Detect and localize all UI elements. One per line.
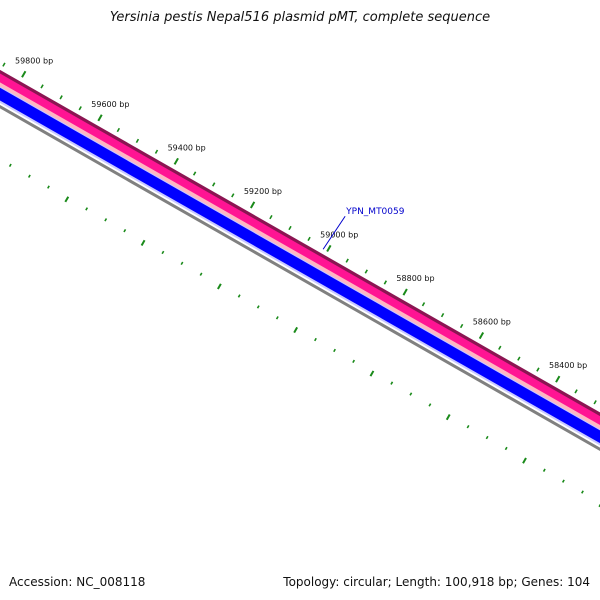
major-tick	[173, 157, 179, 165]
minor-tick	[135, 138, 140, 144]
inner-minor-tick	[485, 435, 489, 440]
minor-tick	[192, 171, 197, 176]
gene-label[interactable]: YPN_MT0059	[345, 207, 405, 217]
tick-label: 59600 bp	[91, 100, 129, 109]
accession-text: Accession: NC_008118	[9, 575, 146, 589]
major-tick	[402, 288, 408, 296]
feature-band-pink	[0, 73, 600, 427]
minor-tick	[383, 280, 388, 285]
summary-text: Topology: circular; Length: 100,918 bp; …	[283, 575, 590, 589]
inner-minor-tick	[428, 403, 432, 407]
minor-tick	[345, 258, 349, 263]
gene-band-blue	[0, 87, 600, 445]
tick-label: 58600 bp	[473, 318, 511, 327]
minor-tick	[154, 149, 159, 154]
inner-minor-tick	[581, 490, 584, 494]
inner-minor-tick	[180, 261, 184, 266]
minor-tick	[40, 84, 44, 89]
minor-tick	[498, 345, 502, 350]
gene-labels: YPN_MT0059	[322, 207, 405, 250]
major-tick	[555, 375, 561, 383]
inner-minor-tick	[352, 359, 356, 364]
inner-minor-tick	[85, 207, 89, 211]
feature-band-outer-border	[0, 69, 600, 419]
minor-tick	[307, 236, 311, 242]
minor-tick	[288, 225, 292, 231]
tick-label: 58800 bp	[396, 274, 434, 283]
minor-tick	[364, 269, 368, 274]
minor-tick	[2, 62, 6, 67]
major-tick	[478, 332, 485, 340]
inner-major-tick	[217, 283, 222, 290]
feature-band-light-pink	[0, 82, 600, 430]
inner-minor-tick	[123, 228, 127, 233]
inner-major-tick	[369, 370, 375, 377]
minor-tick	[78, 106, 82, 111]
outer-tick-marks	[2, 62, 597, 405]
minor-tick	[517, 356, 521, 361]
minor-tick	[421, 302, 426, 307]
tick-label: 59200 bp	[244, 187, 282, 196]
inner-tick-marks	[8, 163, 600, 508]
tick-label: 59000 bp	[320, 231, 358, 240]
inner-minor-tick	[409, 392, 413, 396]
tick-label: 59400 bp	[168, 143, 206, 152]
minor-tick	[593, 400, 597, 405]
gene-band-inner-highlight	[0, 100, 600, 446]
inner-minor-tick	[104, 218, 108, 222]
inner-minor-tick	[542, 468, 546, 472]
inner-major-tick	[293, 326, 299, 334]
map-title: Yersinia pestis Nepal516 plasmid pMT, co…	[109, 10, 491, 25]
minor-tick	[574, 389, 578, 394]
inner-minor-tick	[561, 479, 565, 483]
gene-leader-line	[322, 215, 346, 250]
inner-major-tick	[522, 457, 527, 464]
inner-minor-tick	[466, 424, 470, 429]
sequence-bands	[0, 69, 600, 452]
tick-labels: 59800 bp 59600 bp 59400 bp 59200 bp 59000 bp…	[15, 56, 587, 370]
inner-minor-tick	[256, 305, 260, 309]
inner-major-tick	[445, 414, 451, 421]
backbone-line	[0, 104, 600, 452]
inner-minor-tick	[8, 163, 12, 168]
major-tick	[249, 201, 256, 209]
inner-minor-tick	[27, 174, 31, 178]
minor-tick	[440, 312, 445, 318]
inner-minor-tick	[275, 316, 279, 320]
minor-tick	[212, 182, 216, 187]
inner-major-tick	[64, 196, 70, 203]
tick-label: 58400 bp	[549, 361, 587, 370]
inner-minor-tick	[47, 185, 50, 189]
major-tick	[97, 114, 103, 122]
minor-tick	[59, 95, 63, 100]
tick-label: 59800 bp	[15, 56, 53, 65]
minor-tick	[536, 367, 540, 372]
minor-tick	[269, 214, 273, 220]
major-tick	[21, 70, 27, 78]
inner-minor-tick	[504, 446, 508, 451]
inner-minor-tick	[199, 272, 203, 276]
inner-minor-tick	[333, 348, 336, 353]
minor-tick	[231, 193, 235, 198]
inner-minor-tick	[314, 337, 317, 342]
inner-minor-tick	[161, 250, 165, 255]
major-tick	[326, 244, 332, 253]
minor-tick	[116, 127, 121, 133]
inner-minor-tick	[390, 381, 394, 385]
inner-minor-tick	[237, 294, 241, 298]
minor-tick	[459, 323, 464, 329]
inner-major-tick	[140, 239, 146, 246]
backbone-white-gap	[0, 103, 600, 449]
gene-band-highlight	[0, 86, 600, 432]
